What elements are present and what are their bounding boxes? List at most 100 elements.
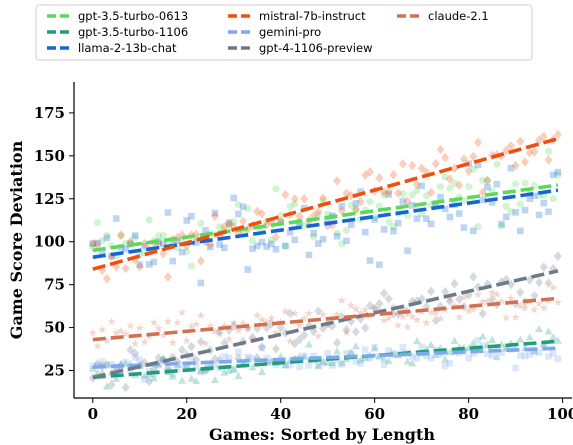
scatter-point <box>441 173 449 181</box>
scatter-point <box>352 206 360 214</box>
scatter-point <box>230 365 238 373</box>
x-tick-label: 100 <box>547 405 573 423</box>
scatter-point <box>238 318 248 327</box>
scatter-point <box>267 319 276 329</box>
scatter-point <box>512 180 520 188</box>
scatter-point <box>427 286 436 297</box>
scatter-point <box>117 364 125 372</box>
scatter-point <box>225 366 234 374</box>
legend-item: gpt-3.5-turbo-1106 <box>47 25 188 39</box>
scatter-point <box>408 202 416 209</box>
scatter-point <box>511 312 520 321</box>
scatter-point <box>516 287 525 298</box>
legend-item: llama-2-13b-chat <box>47 41 177 55</box>
scatter-point <box>324 349 331 357</box>
scatter-point <box>393 321 403 330</box>
scatter-point <box>459 293 469 302</box>
scatter-point <box>497 222 506 230</box>
scatter-point <box>394 188 403 199</box>
scatter-point <box>426 308 436 317</box>
scatter-point <box>530 146 539 157</box>
scatter-point <box>535 349 543 356</box>
scatter-point <box>445 174 454 184</box>
y-tick-label: 50 <box>44 319 65 337</box>
scatter-point <box>300 193 309 204</box>
scatter-point <box>230 194 238 202</box>
scatter-point <box>516 335 525 343</box>
scatter-point <box>418 210 426 218</box>
scatter-point <box>539 131 548 142</box>
scatter-point <box>446 184 454 192</box>
scatter-point <box>116 230 125 240</box>
scatter-point <box>455 210 463 217</box>
scatter-point <box>351 326 360 337</box>
scatter-point <box>347 190 356 201</box>
scatter-point <box>474 223 482 231</box>
scatter-point <box>150 258 158 266</box>
scatter-point <box>244 204 252 213</box>
scatter-point <box>234 325 243 334</box>
scatter-point <box>253 352 262 360</box>
scatter-point <box>431 158 440 169</box>
scatter-point <box>136 356 144 364</box>
scatter-point <box>107 379 116 390</box>
scatter-point <box>197 368 205 376</box>
scatter-point <box>506 141 515 151</box>
scatter-point <box>145 261 153 268</box>
scatter-point <box>314 210 322 219</box>
scatter-point <box>455 312 464 321</box>
scatter-point <box>234 371 243 380</box>
scatter-point <box>229 318 238 327</box>
scatter-point <box>116 326 126 335</box>
scatter-point <box>436 182 445 191</box>
scatter-point <box>295 211 304 221</box>
scatter-point <box>478 297 487 306</box>
scatter-point <box>117 232 125 240</box>
scatter-point <box>249 355 256 362</box>
scatter-point <box>112 374 121 382</box>
scatter-point <box>413 215 421 222</box>
legend-label: claude-2.1 <box>428 9 489 23</box>
scatter-point <box>343 237 350 245</box>
scatter-point <box>351 342 360 350</box>
scatter-point <box>498 349 505 357</box>
scatter-point <box>169 257 176 265</box>
scatter-point <box>441 362 449 370</box>
scatter-point <box>384 357 393 365</box>
scatter-point <box>328 321 337 331</box>
scatter-point <box>319 235 327 243</box>
scatter-point <box>98 358 106 365</box>
scatter-point <box>352 200 360 207</box>
scatter-point <box>544 147 553 156</box>
scatter-point <box>210 375 219 384</box>
trend-line-claude-2.1 <box>92 296 559 342</box>
scatter-point <box>310 352 317 360</box>
scatter-point <box>102 273 111 284</box>
scatter-point <box>154 353 163 363</box>
scatter-point <box>380 187 389 197</box>
scatter-point <box>122 239 130 248</box>
y-tick-label: 125 <box>34 190 65 208</box>
scatter-point <box>535 135 544 146</box>
scatter-point <box>149 374 158 382</box>
scatter-point <box>168 372 177 380</box>
scatter-point <box>103 231 111 239</box>
scatter-point <box>225 354 233 362</box>
scatter-point <box>553 336 562 344</box>
scatter-point <box>544 327 553 335</box>
scatter-point <box>229 365 238 373</box>
scatter-point <box>188 212 195 220</box>
scatter-point <box>192 239 200 246</box>
scatter-point <box>221 244 228 252</box>
scatter-point <box>531 192 538 200</box>
x-tick-label: 40 <box>270 405 291 423</box>
scatter-point <box>399 344 407 351</box>
scatter-point <box>276 322 285 333</box>
scatter-point <box>272 185 280 193</box>
scatter-point <box>248 236 257 245</box>
scatter-point <box>441 355 450 363</box>
scatter-point <box>258 344 266 352</box>
scatter-point <box>130 339 140 348</box>
scatter-point <box>450 278 459 289</box>
scatter-point <box>295 334 304 345</box>
